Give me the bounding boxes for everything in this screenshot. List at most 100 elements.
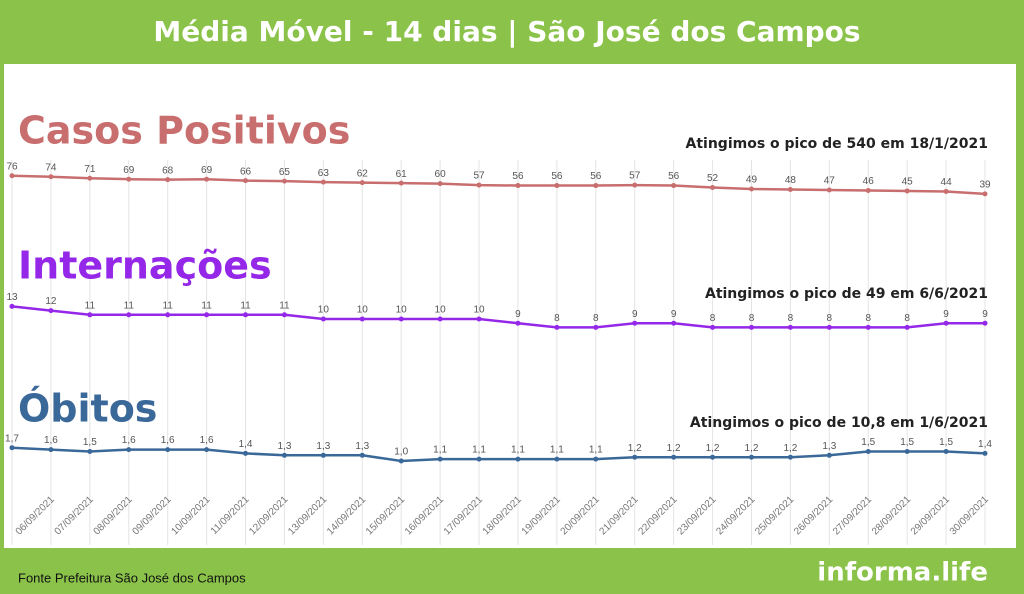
data-label: 65 xyxy=(279,167,291,178)
source: Fonte Prefeitura São José dos Campos xyxy=(18,570,246,585)
point xyxy=(48,308,54,314)
data-label: 62 xyxy=(357,168,369,179)
point xyxy=(398,458,404,464)
point xyxy=(632,454,638,460)
data-label: 1,6 xyxy=(122,435,136,446)
point xyxy=(748,454,754,460)
data-label: 1,4 xyxy=(239,439,253,450)
point xyxy=(126,447,132,453)
data-label: 66 xyxy=(240,166,252,177)
point xyxy=(165,177,171,183)
data-label: 9 xyxy=(982,309,988,320)
data-label: 63 xyxy=(318,168,330,179)
data-label: 57 xyxy=(629,171,641,182)
data-label: 1,5 xyxy=(900,437,914,448)
point xyxy=(943,449,949,454)
point xyxy=(593,183,599,189)
point xyxy=(632,320,638,326)
point xyxy=(671,183,677,189)
data-label: 1,3 xyxy=(277,441,291,452)
data-label: 10 xyxy=(318,305,330,316)
point xyxy=(87,175,93,181)
data-label: 52 xyxy=(707,173,719,184)
point xyxy=(9,445,15,451)
data-label: 10 xyxy=(473,305,485,316)
point xyxy=(204,447,210,453)
point xyxy=(787,186,793,192)
data-label: 56 xyxy=(590,171,602,182)
point xyxy=(748,324,754,330)
data-label: 57 xyxy=(473,171,485,182)
point xyxy=(359,180,365,186)
data-label: 1,2 xyxy=(667,443,681,454)
point xyxy=(359,452,365,458)
point xyxy=(671,454,677,460)
data-label: 11 xyxy=(124,300,135,311)
point xyxy=(320,316,326,322)
point xyxy=(904,449,910,454)
data-label: 48 xyxy=(785,175,797,186)
line xyxy=(11,174,986,196)
point xyxy=(398,316,404,322)
data-label: 1,1 xyxy=(433,445,447,456)
chart-title: Internações xyxy=(18,244,272,288)
point xyxy=(593,324,599,330)
point xyxy=(9,173,15,179)
data-label: 1,1 xyxy=(511,445,525,456)
data-label: 74 xyxy=(45,162,57,173)
data-label: 8 xyxy=(827,313,833,324)
data-label: 56 xyxy=(668,171,680,182)
point xyxy=(243,178,249,184)
point xyxy=(943,320,949,326)
point xyxy=(787,454,793,460)
point xyxy=(982,450,988,456)
brand: informa.life xyxy=(817,558,988,588)
data-label: 13 xyxy=(6,292,18,303)
point xyxy=(437,181,443,187)
point xyxy=(165,447,171,453)
point xyxy=(48,447,54,453)
data-label: 56 xyxy=(512,171,524,182)
point xyxy=(982,320,988,326)
point xyxy=(87,449,93,454)
data-label: 8 xyxy=(865,313,871,324)
data-label: 69 xyxy=(123,165,135,176)
data-label: 46 xyxy=(863,176,875,187)
data-label: 8 xyxy=(749,313,755,324)
data-label: 10 xyxy=(396,305,408,316)
point xyxy=(787,324,793,330)
data-label: 11 xyxy=(201,300,212,311)
point xyxy=(982,191,988,197)
point xyxy=(165,312,171,318)
annotation: Atingimos o pico de 10,8 em 1/6/2021 xyxy=(690,415,988,431)
point xyxy=(710,185,716,191)
data-label: 11 xyxy=(279,300,290,311)
point xyxy=(748,186,754,192)
data-label: 68 xyxy=(162,165,174,176)
data-label: 11 xyxy=(85,300,96,311)
data-label: 60 xyxy=(435,169,447,180)
point xyxy=(87,312,93,318)
data-label: 1,1 xyxy=(472,445,486,456)
point xyxy=(904,324,910,330)
data-label: 49 xyxy=(746,175,758,186)
point xyxy=(554,324,560,330)
data-label: 71 xyxy=(84,164,96,175)
annotation: Atingimos o pico de 540 em 18/1/2021 xyxy=(686,136,989,152)
point xyxy=(126,176,132,182)
point xyxy=(359,316,365,322)
point xyxy=(476,182,482,188)
point xyxy=(476,316,482,322)
data-label: 8 xyxy=(710,313,716,324)
data-label: 9 xyxy=(632,309,638,320)
data-label: 1,4 xyxy=(978,439,992,450)
point xyxy=(320,452,326,458)
data-label: 44 xyxy=(941,177,953,188)
point xyxy=(826,452,832,458)
data-label: 1,5 xyxy=(939,437,953,448)
point xyxy=(476,456,482,462)
data-label: 1,2 xyxy=(783,443,797,454)
line xyxy=(11,305,985,329)
data-label: 11 xyxy=(240,300,251,311)
